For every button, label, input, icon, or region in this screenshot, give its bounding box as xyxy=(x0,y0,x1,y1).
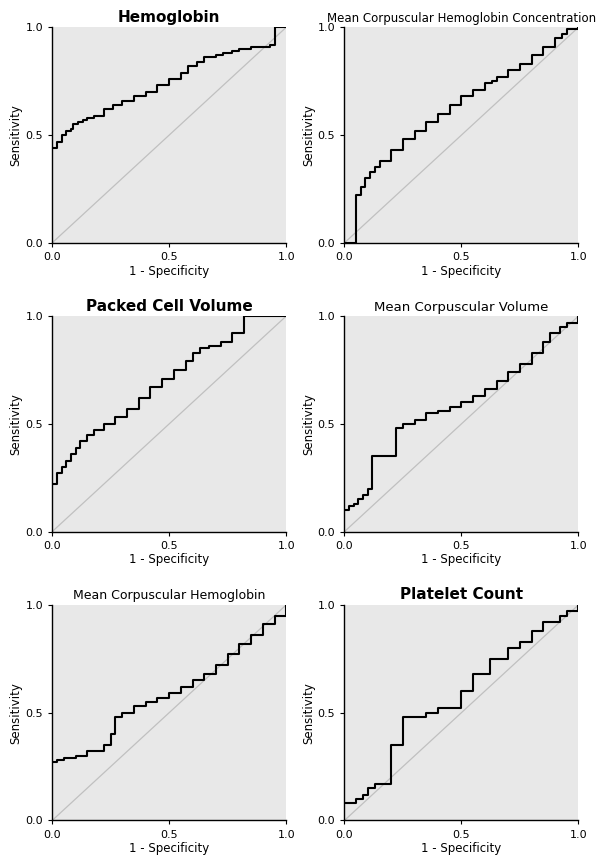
Title: Hemoglobin: Hemoglobin xyxy=(118,10,220,25)
Polygon shape xyxy=(344,28,578,243)
Y-axis label: Sensitivity: Sensitivity xyxy=(10,682,23,744)
Y-axis label: Sensitivity: Sensitivity xyxy=(10,104,23,166)
Y-axis label: Sensitivity: Sensitivity xyxy=(10,393,23,455)
Title: Platelet Count: Platelet Count xyxy=(400,587,523,602)
Title: Packed Cell Volume: Packed Cell Volume xyxy=(86,298,253,313)
Title: Mean Corpuscular Hemoglobin Concentration: Mean Corpuscular Hemoglobin Concentratio… xyxy=(327,12,596,25)
X-axis label: 1 - Specificity: 1 - Specificity xyxy=(421,843,501,855)
Y-axis label: Sensitivity: Sensitivity xyxy=(302,104,315,166)
X-axis label: 1 - Specificity: 1 - Specificity xyxy=(421,265,501,278)
Polygon shape xyxy=(344,316,578,532)
Polygon shape xyxy=(52,28,286,243)
X-axis label: 1 - Specificity: 1 - Specificity xyxy=(421,554,501,567)
X-axis label: 1 - Specificity: 1 - Specificity xyxy=(129,554,210,567)
Polygon shape xyxy=(344,605,578,821)
X-axis label: 1 - Specificity: 1 - Specificity xyxy=(129,843,210,855)
Title: Mean Corpuscular Volume: Mean Corpuscular Volume xyxy=(374,300,549,313)
Title: Mean Corpuscular Hemoglobin: Mean Corpuscular Hemoglobin xyxy=(73,589,266,602)
Y-axis label: Sensitivity: Sensitivity xyxy=(302,682,315,744)
Polygon shape xyxy=(52,605,286,821)
Y-axis label: Sensitivity: Sensitivity xyxy=(302,393,315,455)
X-axis label: 1 - Specificity: 1 - Specificity xyxy=(129,265,210,278)
Polygon shape xyxy=(52,316,286,532)
